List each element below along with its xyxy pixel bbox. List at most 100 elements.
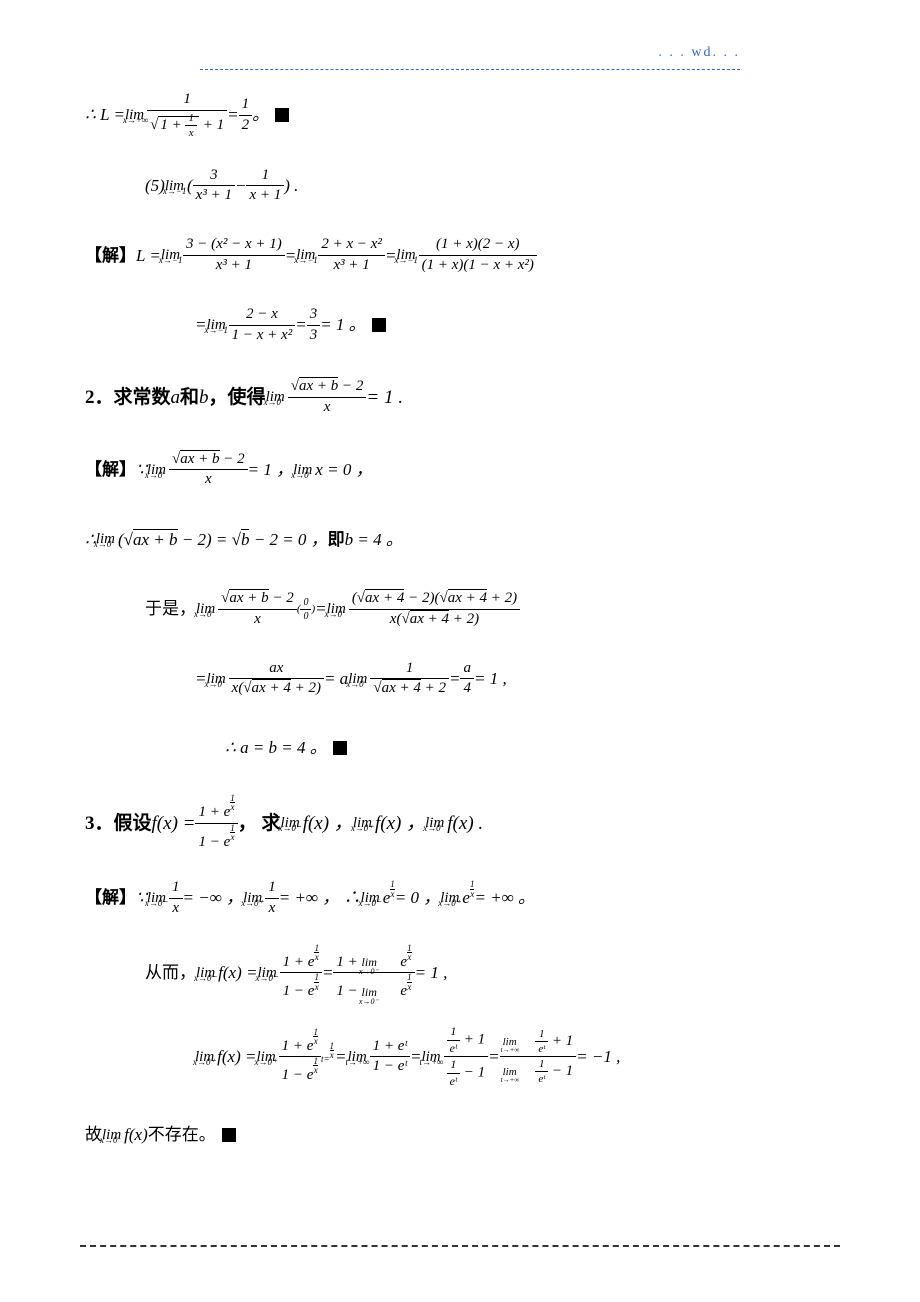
document-content: ∴ L = limx→+∞ 1 √1 + 1x + 1 = 1 2 。 (5) … — [85, 90, 835, 1181]
solution-label: 【解】 — [85, 874, 136, 922]
equation-line-2: (5) limx→−1 ( 3 x³ + 1 − 1 x + 1 ) . — [85, 162, 835, 210]
b-equals-4: b = 4 。 — [345, 516, 403, 564]
qed-box — [333, 741, 347, 755]
solution-3-line-2: 从而， limx→0⁻ f(x) = limx→0⁻ 1 + e1x 1 − e… — [85, 944, 835, 1002]
fraction-c: (1 + x)(2 − x) (1 + x)(1 − x + x²) — [419, 235, 537, 275]
fraction: √ax + b − 2 x — [288, 377, 367, 417]
solution-label: 【解】 — [85, 446, 136, 494]
limit-op: limt→+∞ — [348, 1036, 367, 1078]
limit-op: limx→0 — [327, 588, 346, 630]
therefore-result: ∴ a = b = 4 。 — [225, 724, 327, 772]
fraction-b: 1 √ax + 4 + 2 — [370, 659, 449, 699]
var-a: a — [171, 371, 181, 424]
limit-op: limx→0⁺ — [195, 1036, 214, 1078]
equation-line-4: = limx→−1 2 − x 1 − x + x² = 3 3 = 1 。 — [85, 301, 835, 349]
limit-op: limx→0 — [102, 1114, 121, 1156]
limit-op: limx→−1 — [161, 234, 180, 276]
solution-2-line-3: 于是， limx→0 √ax + b − 2 x (00) = limx→0 (… — [85, 585, 835, 633]
fraction-result: 1 2 — [239, 95, 253, 135]
substitution: t=1x — [321, 1042, 334, 1072]
text-not-exist: 不存在。 — [148, 1111, 216, 1159]
header-link: . . . wd. . . — [658, 45, 740, 61]
limit-op: limx→−1 — [296, 234, 315, 276]
limit-op: limx→−1 — [165, 165, 184, 207]
period: 。 — [252, 91, 269, 139]
page-header: . . . wd. . . — [200, 50, 740, 70]
fraction-b: 1 x + 1 — [246, 166, 284, 206]
problem-number: 3． — [85, 797, 114, 850]
equals-one: = 1 , — [474, 655, 507, 703]
therefore-prefix: ∴ L = — [85, 91, 125, 139]
qed-box — [275, 108, 289, 122]
equation-line-1: ∴ L = limx→+∞ 1 √1 + 1x + 1 = 1 2 。 — [85, 90, 835, 140]
limit-op: limx→0 — [266, 376, 285, 418]
limit-op: limx→0⁻ — [147, 877, 166, 919]
limit-op: limx→+∞ — [125, 94, 144, 136]
limit-op: limx→0 — [348, 658, 367, 700]
fraction: 1 √1 + 1x + 1 — [147, 90, 227, 140]
limit-op: limt→+∞ — [421, 1036, 440, 1078]
page-break-line — [80, 1245, 840, 1247]
fraction-a: 3 x³ + 1 — [193, 166, 235, 206]
limit-op: limx→0 — [206, 658, 225, 700]
solution-2-line-2: ∴ limx→0 (√ax + b − 2) = √b − 2 = 0 ， 即 … — [85, 516, 835, 564]
solution-2-line-4: = limx→0 ax x(√ax + 4 + 2) = a limx→0 1 … — [85, 655, 835, 703]
solution-3-line-3: limx→0⁺ f(x) = limx→0⁺ 1 + e1x 1 − e1x t… — [85, 1024, 835, 1089]
equals-a: = a — [324, 655, 348, 703]
equals-neg-one: = −1 , — [576, 1033, 620, 1081]
fraction-a: 3 − (x² − x + 1) x³ + 1 — [183, 235, 285, 275]
limit-op: limx→0 — [147, 449, 166, 491]
fraction: 1 + e1x 1 − e1x — [195, 794, 237, 852]
equals: = — [488, 1033, 499, 1081]
fraction-b: 1 + limx→0⁻ e1x 1 − limx→0⁻ e1x — [333, 944, 414, 1002]
equals: = — [227, 91, 238, 139]
text-find-constants: 求常数 — [114, 371, 171, 424]
qed-box — [222, 1128, 236, 1142]
minus: − — [235, 162, 246, 210]
limit-op: limx→0⁺ — [256, 1036, 275, 1078]
limit-op: limx→0⁻ — [196, 952, 215, 994]
limit-op: limx→0⁻ — [281, 802, 300, 844]
fraction-r: 3 3 — [307, 305, 321, 345]
f-of-x: f(x) = — [152, 797, 196, 850]
solution-2-line-1: 【解】 ∵ limx→0 √ax + b − 2 x = 1 ， limx→0 … — [85, 446, 835, 494]
eq-neg-inf: = −∞ ， — [183, 874, 244, 922]
zero-over-zero: (00) — [297, 594, 315, 625]
problem-number: 2． — [85, 371, 114, 424]
limit-op: limx→0⁻ — [361, 877, 380, 919]
fraction-b: (√ax + 4 − 2)(√ax + 4 + 2) x(√ax + 4 + 2… — [349, 589, 520, 629]
limit-op: limx→−1 — [206, 304, 225, 346]
limit-op: limx→0⁻ — [257, 952, 276, 994]
solution-2-line-5: ∴ a = b = 4 。 — [85, 724, 835, 772]
text-such-that: ，使得 — [209, 371, 266, 424]
equals-one: = 1 , — [415, 949, 448, 997]
limit-op: limx→0 — [425, 802, 444, 844]
problem-2: 2． 求常数 a 和 b ，使得 limx→0 √ax + b − 2 x = … — [85, 371, 835, 424]
text-find: ， 求 — [238, 797, 281, 850]
fraction-d: limt→+∞1eᵗ + 1 limt→+∞1eᵗ − 1 — [500, 1027, 577, 1087]
l-equals: L = — [136, 232, 161, 280]
fraction-a: ax x(√ax + 4 + 2) — [229, 659, 324, 699]
limit-op: limx→0⁺ — [353, 802, 372, 844]
eq-pos-inf: = +∞ 。 — [474, 874, 535, 922]
solution-3-line-1: 【解】 ∵ limx→0⁻ 1 x = −∞ ， limx→0⁺ 1 x = +… — [85, 874, 835, 922]
equation-line-3: 【解】 L = limx→−1 3 − (x² − x + 1) x³ + 1 … — [85, 232, 835, 280]
solution-3-conclusion: 故 limx→0 f(x) 不存在。 — [85, 1111, 835, 1159]
limit-op: limx→0 — [96, 518, 115, 560]
equals-one: = 1 . — [366, 371, 403, 424]
limit-op: limx→−1 — [396, 234, 415, 276]
eq-zero: = 0 ， — [395, 874, 440, 922]
limit-op: limx→0 — [196, 588, 215, 630]
equals: = — [449, 655, 460, 703]
limit-op: limx→0⁺ — [440, 877, 459, 919]
text-thus: 于是， — [145, 585, 196, 633]
result: = 1 。 — [320, 301, 365, 349]
fraction-c: a 4 — [460, 659, 474, 699]
text-and: 和 — [180, 371, 199, 424]
problem-3: 3． 假设 f(x) = 1 + e1x 1 − e1x ， 求 limx→0⁻… — [85, 794, 835, 852]
limit-op: limx→0⁺ — [243, 877, 262, 919]
fraction-a: √ax + b − 2 x — [218, 589, 297, 629]
text-ie: 即 — [328, 516, 345, 564]
expression: (√ax + b − 2) = √b − 2 = 0 ， — [118, 516, 328, 564]
text-suppose: 假设 — [114, 797, 152, 850]
